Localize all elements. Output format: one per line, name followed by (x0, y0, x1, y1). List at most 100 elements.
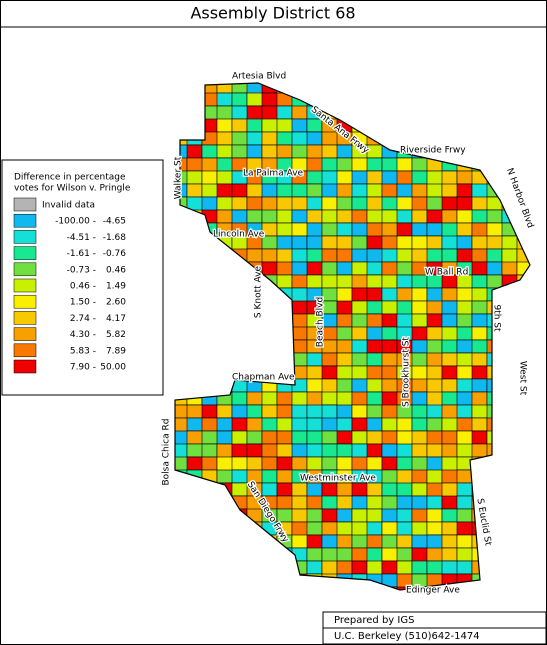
street-label: Chapman Ave (232, 373, 295, 383)
precinct (532, 587, 547, 613)
precinct (532, 288, 547, 301)
precinct (501, 456, 530, 484)
precinct (201, 339, 233, 354)
precinct (186, 586, 203, 590)
precinct (246, 326, 263, 354)
precinct (381, 118, 398, 146)
precinct (516, 144, 530, 172)
precinct (516, 508, 530, 523)
precinct (175, 547, 203, 562)
precinct (175, 508, 188, 523)
precinct (276, 573, 293, 588)
precinct (201, 469, 218, 497)
precinct (516, 417, 530, 432)
precinct (216, 547, 233, 575)
precinct (216, 352, 233, 380)
street-label: W Ball Rd (425, 268, 468, 278)
precinct (201, 521, 218, 536)
precinct (426, 118, 443, 133)
precinct (516, 456, 530, 471)
precinct (396, 92, 428, 120)
precinct (516, 573, 530, 588)
precinct (276, 417, 293, 432)
precinct (201, 300, 218, 315)
precinct (471, 586, 488, 590)
precinct (532, 80, 547, 93)
precinct (276, 352, 293, 367)
precinct (411, 105, 428, 133)
precinct (501, 443, 518, 458)
precinct (261, 300, 278, 315)
precinct (532, 470, 547, 483)
legend-label: 0.46 - (70, 282, 96, 292)
precinct (186, 534, 203, 562)
precinct (426, 248, 443, 263)
precinct (532, 158, 547, 171)
precinct (532, 366, 547, 392)
precinct (276, 326, 293, 341)
precinct (201, 547, 233, 575)
precinct (216, 261, 233, 289)
precinct (336, 92, 368, 107)
precinct (501, 521, 518, 536)
precinct (426, 521, 443, 536)
legend-label: 5.83 - (70, 346, 96, 356)
precinct (175, 573, 188, 590)
precinct (216, 92, 233, 107)
precinct (201, 495, 218, 523)
precinct (246, 560, 278, 575)
precinct (471, 144, 488, 172)
precinct (246, 118, 263, 133)
precinct (396, 534, 413, 549)
precinct (516, 83, 530, 107)
precinct (351, 430, 368, 445)
legend-label: -100.00 - (55, 217, 96, 227)
precinct (532, 522, 547, 548)
precinct (486, 118, 503, 133)
precinct (186, 482, 203, 497)
precinct (486, 456, 518, 484)
precinct (366, 105, 383, 120)
precinct (486, 170, 503, 185)
precinct (351, 105, 383, 120)
precinct (186, 378, 218, 393)
precinct (516, 300, 530, 315)
precinct (201, 456, 218, 471)
precinct (486, 560, 503, 588)
precinct (321, 352, 338, 367)
legend-swatch (13, 359, 37, 374)
precinct (532, 340, 547, 353)
precinct (441, 339, 458, 354)
precinct (516, 430, 530, 458)
precinct (216, 534, 233, 549)
street-label: Westminster Ave (300, 474, 376, 484)
precinct (216, 573, 248, 588)
legend-label: 7.90 - (70, 363, 96, 373)
precinct (366, 586, 398, 590)
precinct (261, 313, 278, 341)
street-label: 9th St (492, 304, 502, 332)
precinct (276, 586, 293, 590)
precinct (532, 392, 547, 405)
precinct (501, 417, 530, 432)
street-label: Lincoln Ave (213, 230, 265, 240)
street-label: S Knott Ave (254, 265, 264, 318)
precinct (426, 222, 443, 237)
precinct (276, 300, 293, 315)
precinct (411, 417, 428, 432)
precinct (501, 482, 530, 497)
precinct (175, 248, 203, 276)
precinct (426, 105, 458, 133)
precinct (231, 391, 248, 406)
precinct (532, 483, 547, 496)
precinct (186, 352, 218, 367)
precinct (411, 131, 428, 146)
precinct (306, 547, 323, 562)
precinct (201, 261, 218, 289)
precinct (231, 196, 248, 211)
precinct (351, 83, 368, 94)
precinct (261, 456, 278, 471)
precinct (411, 560, 428, 575)
precinct (381, 417, 398, 432)
precinct (516, 443, 530, 458)
